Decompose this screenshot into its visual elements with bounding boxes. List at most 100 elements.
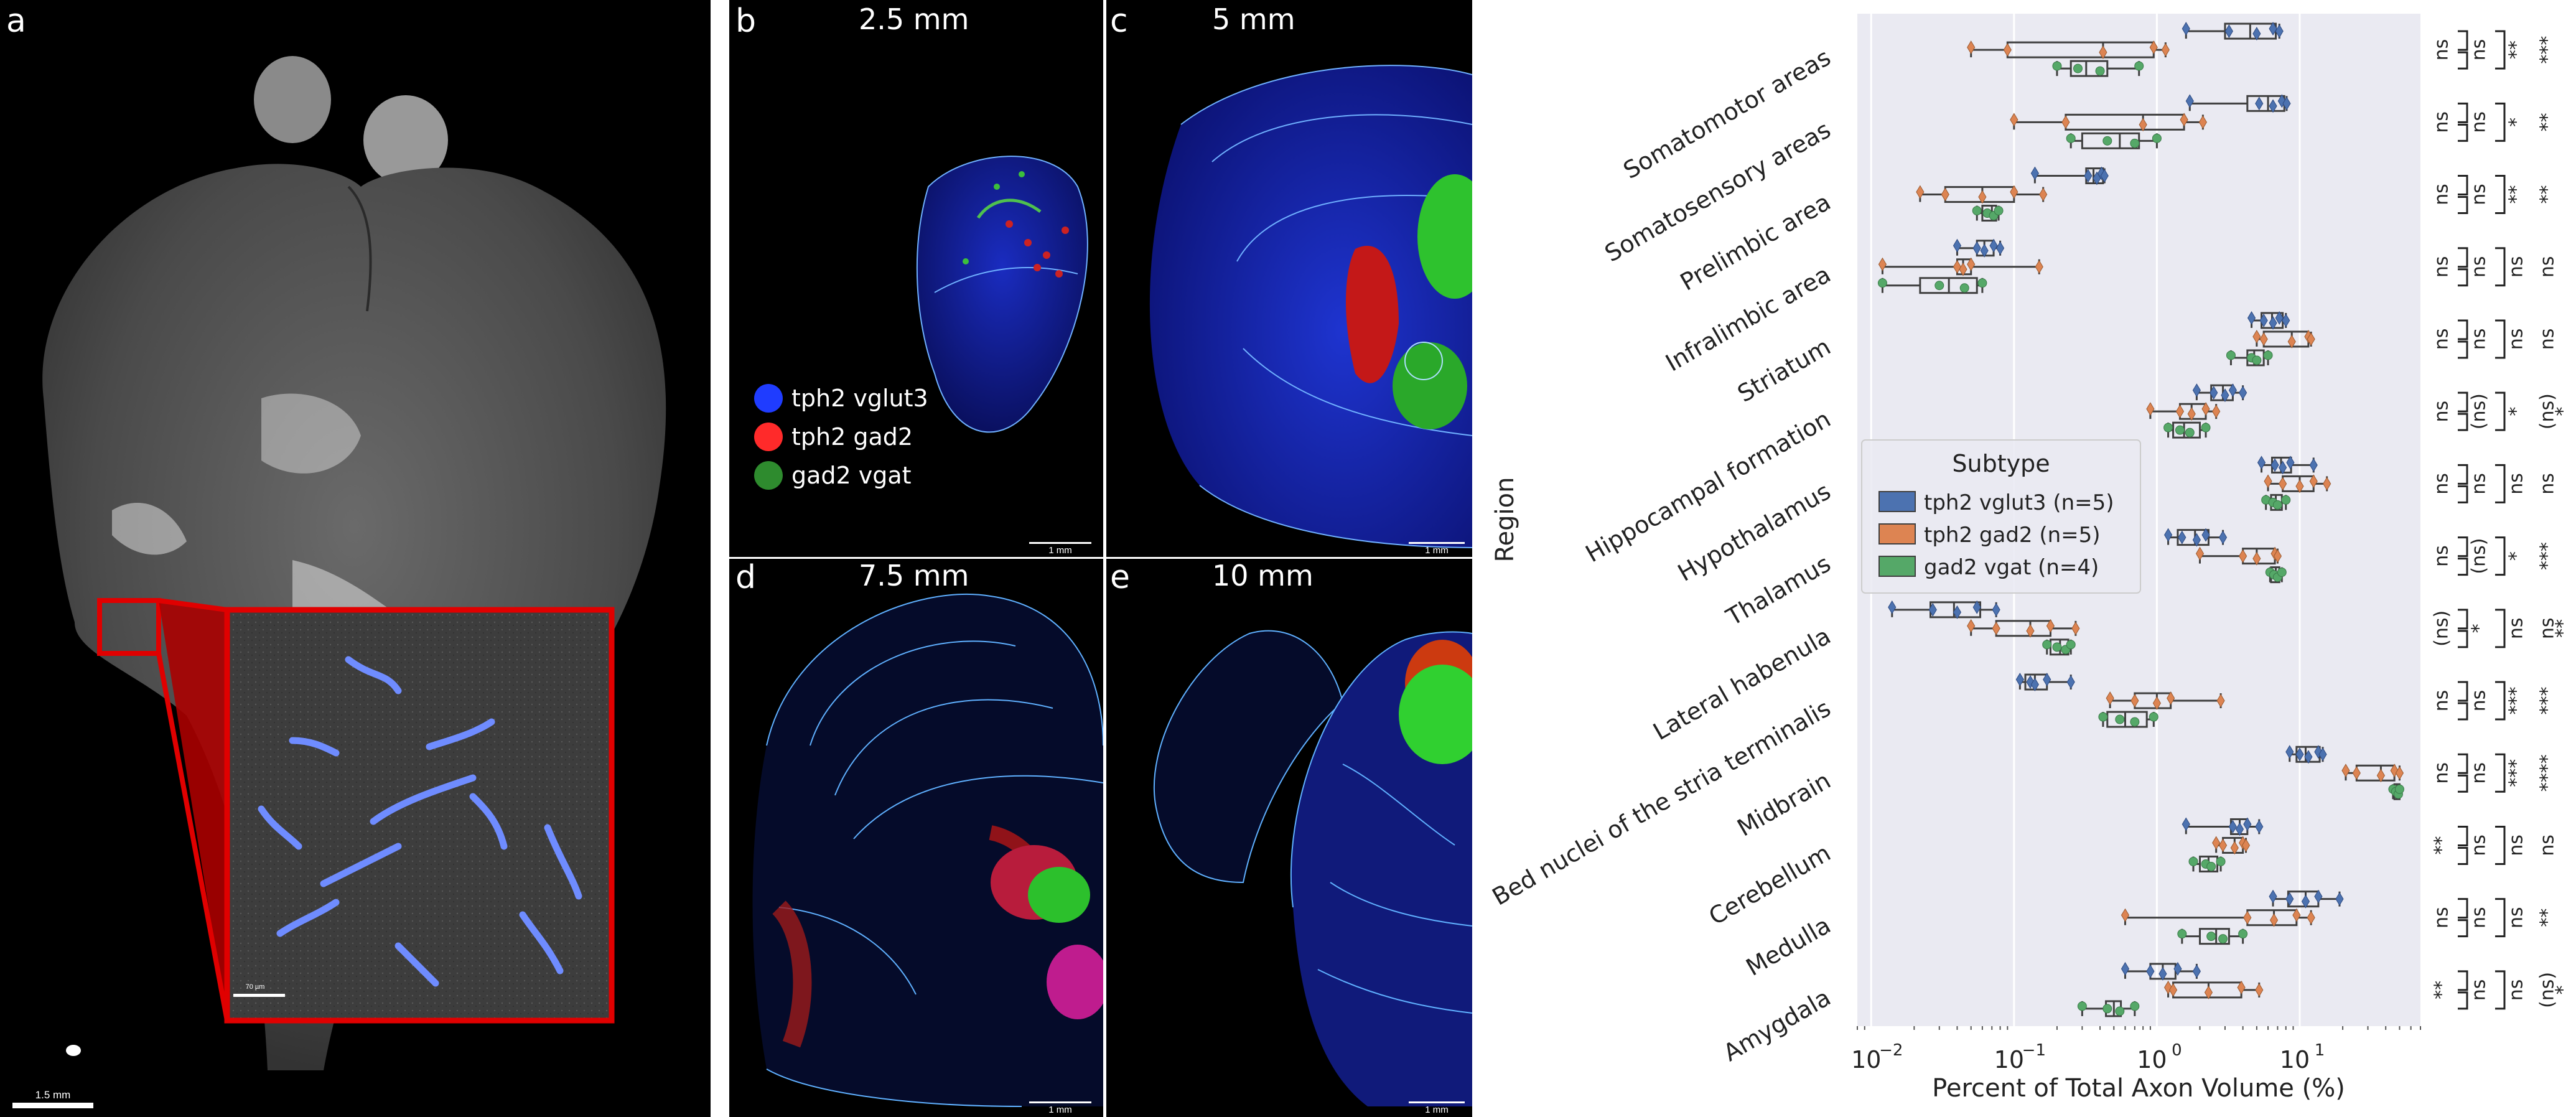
scalebar-c-label: 1 mm [1425, 545, 1449, 556]
box-group [2042, 638, 2076, 656]
sig-bracket [2458, 319, 2468, 340]
data-point [2270, 458, 2279, 472]
sig-label: ns [2431, 401, 2453, 423]
data-point [2168, 983, 2178, 997]
data-point [2376, 769, 2386, 783]
sig-label: ** [2537, 909, 2559, 927]
data-point [2287, 334, 2296, 348]
sig-bracket [2495, 319, 2506, 359]
data-point [1980, 243, 1989, 258]
data-point [2335, 892, 2344, 906]
sig-bracket [2458, 702, 2468, 721]
data-point [1878, 257, 1887, 271]
sig-bracket [2458, 413, 2468, 431]
data-point [2187, 407, 2196, 421]
data-point [2130, 694, 2139, 708]
data-point [1994, 206, 2004, 216]
box [2070, 60, 2109, 77]
chart-legend: Subtype tph2 vglut3 (n=5) tph2 gad2 (n=5)… [1861, 439, 2141, 594]
data-point [2015, 673, 2024, 687]
data-point [2130, 138, 2140, 148]
data-point [2149, 40, 2158, 55]
data-point [2238, 929, 2248, 939]
data-point [2252, 329, 2261, 344]
sig-label: ns [2506, 907, 2527, 928]
scalebar-c-line [1409, 542, 1465, 544]
data-point [2269, 22, 2277, 36]
data-point [2149, 712, 2158, 722]
data-point [2173, 961, 2182, 976]
box-group [1916, 185, 2048, 204]
sig-label: ns [2468, 39, 2490, 61]
sig-bracket [2458, 558, 2468, 576]
region-label: Somatosensory areas [1600, 116, 1836, 268]
sig-label: ns [2537, 473, 2559, 495]
data-point [1992, 621, 2000, 635]
sig-label: ** [2537, 113, 2559, 131]
image-legend-item: gad2 vgat [754, 460, 928, 490]
sig-label: ns [2468, 834, 2490, 856]
box-group [2212, 836, 2251, 855]
panel-a-brain-image: a 1.5 mm 70 µm [0, 0, 711, 1117]
legend-label: tph2 vglut3 (n=5) [1924, 490, 2114, 515]
data-point [2146, 402, 2155, 416]
data-point [2275, 24, 2284, 39]
data-point [2230, 841, 2239, 855]
box-group [2121, 908, 2315, 927]
sig-label: ** [2537, 185, 2559, 204]
scalebar-a-line [12, 1103, 93, 1108]
scalebar-d-line [1029, 1101, 1091, 1103]
box [2199, 928, 2230, 945]
data-point [2073, 63, 2083, 73]
data-point [2066, 640, 2076, 650]
data-point [2210, 386, 2218, 400]
sig-label: ns [2468, 184, 2490, 205]
sig-bracket [2458, 175, 2468, 196]
data-point [2192, 533, 2201, 547]
box-group [2106, 691, 2225, 711]
panel-c-image [1149, 65, 1472, 548]
sig-bracket [2495, 247, 2506, 287]
data-point [2239, 386, 2247, 400]
data-point [2100, 169, 2109, 183]
data-point [2030, 166, 2039, 180]
data-point [2052, 61, 2062, 71]
data-point [1953, 605, 1962, 619]
data-point [2309, 474, 2318, 488]
box-group [2226, 349, 2273, 367]
data-point [2134, 61, 2144, 71]
data-point [2077, 1001, 2087, 1011]
data-point [2275, 311, 2284, 325]
data-point [2195, 546, 2205, 561]
sig-bracket [2495, 30, 2506, 70]
data-point [2281, 495, 2291, 505]
box-group [2247, 311, 2290, 330]
data-point [2161, 43, 2170, 57]
data-point [1888, 600, 1897, 614]
sig-label: ns [2468, 690, 2490, 712]
data-point [1959, 262, 1967, 276]
sig-label: ns [2506, 256, 2527, 278]
scalebar-a-label: 1.5 mm [35, 1089, 71, 1101]
data-point [2218, 838, 2228, 853]
data-point [2121, 908, 2130, 922]
sig-bracket [2495, 391, 2506, 431]
box-group [2164, 528, 2228, 547]
data-point [2221, 388, 2229, 403]
data-point [2282, 313, 2290, 327]
sig-bracket [2495, 681, 2506, 721]
data-point [2255, 96, 2264, 111]
x-tick-label: 10 [1851, 1046, 1881, 1073]
data-point [2286, 456, 2295, 470]
data-point [2201, 528, 2210, 542]
data-point [2177, 929, 2187, 939]
data-point [2218, 530, 2228, 544]
data-point [2269, 99, 2277, 113]
sig-bracket [2458, 123, 2468, 142]
sig-bracket [2458, 991, 2468, 1010]
x-tick-label-exponent: −2 [1879, 1041, 1903, 1060]
sig-label: (ns) [2431, 610, 2453, 647]
sig-bracket [2458, 485, 2468, 503]
sig-label: * [2468, 624, 2490, 633]
sig-label: ns [2506, 979, 2527, 1001]
